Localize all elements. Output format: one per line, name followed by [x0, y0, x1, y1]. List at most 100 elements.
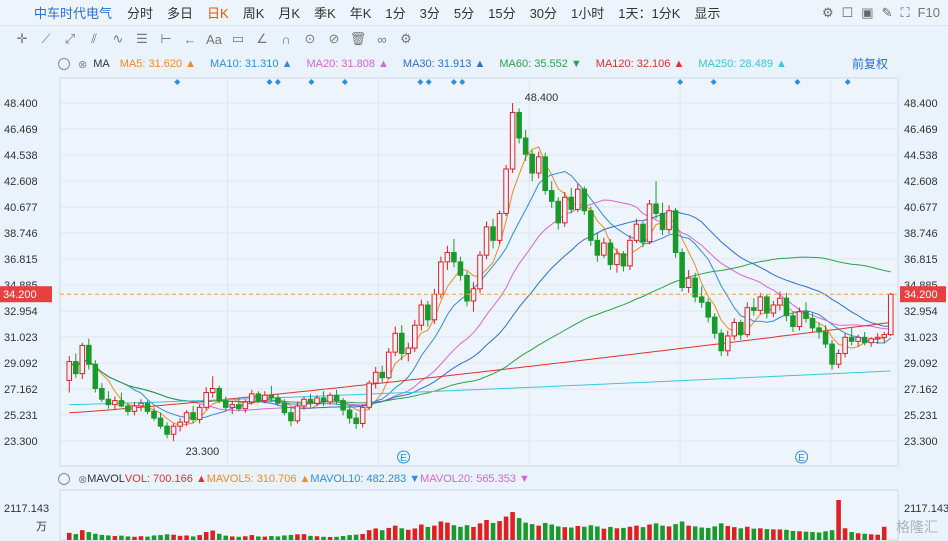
tab-2[interactable]: 日K — [207, 6, 229, 21]
event-marker — [274, 79, 281, 85]
candle-body — [607, 242, 614, 266]
tab-12[interactable]: 1小时 — [571, 6, 605, 21]
hide-icon[interactable]: ⊘ — [328, 31, 340, 46]
wave-icon[interactable]: ∿ — [112, 31, 124, 46]
arrow-icon[interactable]: ← — [183, 31, 197, 47]
y-tick-left: 44.538 — [4, 150, 38, 162]
y-tick-right: 42.608 — [904, 176, 938, 188]
line-icon[interactable]: ⟋ — [41, 31, 51, 46]
tab-4[interactable]: 月K — [278, 6, 301, 21]
tab-3[interactable]: 周K — [242, 6, 265, 21]
parallel-icon[interactable]: ⫽ — [91, 31, 97, 46]
settings-icon[interactable]: ⚙ — [400, 31, 412, 46]
tab-1[interactable]: 多日 — [167, 6, 194, 21]
vol-label: MAVOL — [87, 473, 125, 485]
checkbox-icon[interactable]: ☐ — [841, 4, 854, 20]
candle-body — [170, 425, 177, 435]
candle-body — [522, 137, 529, 155]
volume-bar — [145, 536, 150, 540]
f10-button[interactable]: F10 — [917, 5, 940, 20]
candle-body — [249, 393, 255, 403]
magnet-icon[interactable]: ∩ — [281, 31, 291, 47]
candle-body — [138, 402, 144, 407]
note-icon[interactable]: ▭ — [231, 31, 245, 46]
volume-bar — [223, 535, 229, 540]
volume-bar — [464, 525, 470, 540]
volume-bar — [484, 519, 489, 540]
candle-body — [835, 352, 842, 365]
candle-body — [796, 311, 803, 328]
tab-8[interactable]: 3分 — [419, 6, 440, 21]
link-icon[interactable]: ∞ — [377, 31, 387, 47]
volume-bar — [875, 534, 880, 540]
kline-chart[interactable]: 48.400 48.400 46.469 46.469 44.538 44.538 42.6… — [0, 72, 948, 541]
candle-body — [666, 210, 672, 231]
ray-icon[interactable]: ⤢ — [64, 31, 76, 46]
screenshot-icon[interactable]: ▣ — [861, 4, 874, 20]
volume-bar — [855, 533, 861, 540]
lock-icon[interactable]: ⊙ — [304, 31, 316, 46]
volume-bar — [621, 527, 626, 540]
tab-14[interactable]: 显示 — [694, 6, 721, 21]
y-tick-left: 42.608 — [4, 176, 38, 188]
ma-value-4: MA60: 35.552 ▼ — [499, 58, 582, 70]
volume-bar — [262, 536, 268, 540]
candle-body — [516, 111, 522, 139]
stock-name[interactable]: 中车时代电气 — [34, 6, 113, 21]
volume-bar — [588, 525, 594, 540]
candle-body — [718, 332, 725, 352]
candle-body — [861, 336, 868, 344]
candle-body — [86, 344, 92, 365]
volume-bar — [738, 528, 744, 540]
ma-close-icon[interactable]: ⊗ — [78, 58, 88, 71]
tab-11[interactable]: 30分 — [529, 6, 558, 21]
tab-6[interactable]: 年K — [349, 6, 372, 21]
volume-bar — [758, 528, 763, 540]
crosshair-icon[interactable]: ✛ — [16, 31, 28, 46]
volume-bar — [595, 526, 600, 540]
delete-icon[interactable]: 🗑 — [349, 31, 367, 46]
candle-body — [496, 212, 503, 241]
fuquan-select[interactable]: 前复权 — [851, 57, 888, 71]
candle-body — [470, 288, 477, 302]
candle-body — [731, 321, 738, 337]
candle-body — [887, 293, 894, 336]
tab-0[interactable]: 分时 — [127, 6, 154, 21]
price-tag-right — [900, 286, 946, 303]
tab-5[interactable]: 季K — [314, 6, 336, 21]
candle-body — [594, 239, 601, 256]
y-tick-right: 23.300 — [904, 436, 938, 448]
volume-bar — [842, 528, 848, 540]
current-price-left: 34.200 — [3, 289, 37, 301]
candle-body — [203, 392, 209, 408]
tab-7[interactable]: 1分 — [385, 6, 406, 21]
volume-bar — [614, 528, 620, 540]
candle-body — [698, 296, 705, 303]
y-tick-right: 31.023 — [904, 332, 938, 344]
candle-body — [711, 316, 718, 334]
volume-bar — [125, 536, 131, 540]
pen-icon[interactable]: ✎ — [881, 4, 893, 20]
tab-9[interactable]: 5分 — [453, 6, 475, 21]
y-tick-right: 27.162 — [904, 384, 938, 396]
volume-bar — [412, 528, 418, 540]
volume-bar — [816, 532, 822, 540]
fullscreen-icon[interactable]: ⛶ — [900, 4, 910, 20]
tab-13[interactable]: 1天：1分K — [618, 6, 681, 21]
range-icon[interactable]: ⊢ — [160, 31, 172, 46]
ruler-icon[interactable]: ∠ — [256, 31, 268, 46]
vol-settings-icon[interactable] — [58, 473, 70, 485]
ma-settings-icon[interactable] — [58, 58, 70, 70]
settings-icon[interactable]: ⚙ — [821, 4, 834, 20]
candle-body — [275, 397, 281, 404]
tab-10[interactable]: 15分 — [488, 6, 516, 21]
volume-bar — [438, 521, 444, 540]
volume-bar — [119, 535, 124, 540]
candle-body — [209, 387, 216, 394]
fib-icon[interactable]: ☰ — [136, 31, 148, 46]
volume-bar — [771, 529, 776, 540]
vol-close-icon[interactable]: ⊗ — [78, 473, 88, 486]
candle-body — [848, 336, 855, 342]
text-icon[interactable]: Aa — [206, 31, 222, 47]
volume-bar — [80, 530, 85, 540]
